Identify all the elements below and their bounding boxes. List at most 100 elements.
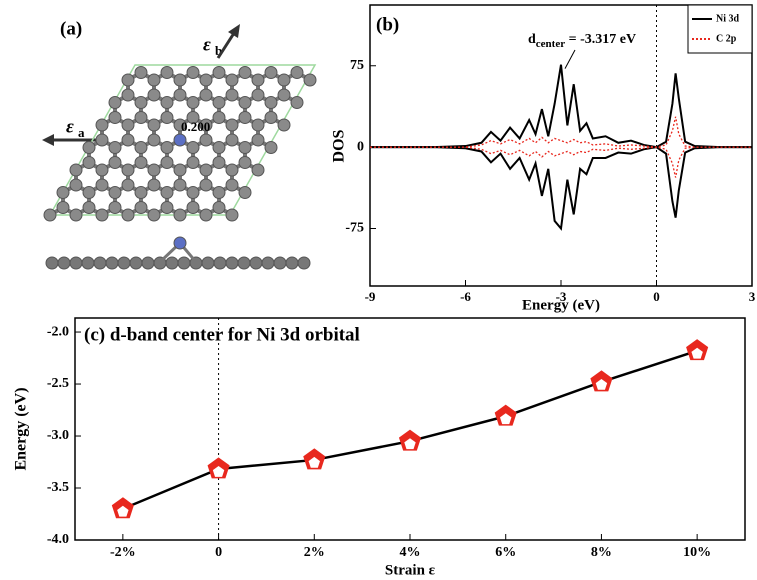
c-atom xyxy=(135,202,147,214)
c-atom xyxy=(200,134,212,146)
c-atom xyxy=(187,202,199,214)
c-atom xyxy=(82,257,94,269)
x-tick-label: 2% xyxy=(304,545,325,560)
c-atom xyxy=(187,67,199,79)
c-atom xyxy=(161,112,173,124)
c-atom xyxy=(142,257,154,269)
c-atom xyxy=(239,97,251,109)
x-tick-label: 4% xyxy=(400,545,421,560)
c-atom xyxy=(130,257,142,269)
c-atom xyxy=(122,164,134,176)
c-atom xyxy=(57,187,69,199)
c-atom xyxy=(70,164,82,176)
c-atom xyxy=(94,257,106,269)
c-atom xyxy=(252,74,264,86)
c-atom xyxy=(106,257,118,269)
c-atom xyxy=(226,134,238,146)
c-atom xyxy=(278,74,290,86)
dos-curve xyxy=(370,147,752,228)
c-atom xyxy=(135,97,147,109)
annotation-part: = -3.317 eV xyxy=(565,32,636,47)
figure: (a) ε b ε a 0.200 (b)-9-6-303750-75Energ… xyxy=(0,0,757,580)
chart-title: (c) d-band center for Ni 3d orbital xyxy=(84,324,360,345)
legend-label: Ni 3d xyxy=(716,13,740,24)
c-atom xyxy=(109,142,121,154)
c-atom xyxy=(178,257,190,269)
c-atom xyxy=(174,74,186,86)
plot-frame xyxy=(75,318,745,540)
c-atom xyxy=(226,179,238,191)
c-atom xyxy=(200,164,212,176)
c-atom xyxy=(166,257,178,269)
x-axis-label: Energy (eV) xyxy=(522,297,600,313)
c-atom xyxy=(122,89,134,101)
c-atom xyxy=(265,112,277,124)
c-atom xyxy=(148,119,160,131)
c-atom xyxy=(122,74,134,86)
annotation: dcenter = -3.317 eV xyxy=(528,32,636,49)
c-atom xyxy=(44,209,56,221)
x-tick-label: 6% xyxy=(495,545,516,560)
c-atom xyxy=(214,257,226,269)
c-atom xyxy=(135,112,147,124)
x-tick-label: -9 xyxy=(365,289,376,304)
c-atom xyxy=(161,187,173,199)
c-atom xyxy=(122,134,134,146)
arrowhead xyxy=(228,24,240,38)
c-atom xyxy=(213,112,225,124)
arrow xyxy=(565,50,575,69)
c-atom xyxy=(174,209,186,221)
c-atom xyxy=(238,257,250,269)
c-atom xyxy=(200,209,212,221)
c-atom xyxy=(174,164,186,176)
c-atom xyxy=(70,257,82,269)
c-atom xyxy=(239,157,251,169)
strain-symbol: ε xyxy=(203,34,211,55)
y-axis-label: Energy (eV) xyxy=(13,387,30,470)
y-tick-label: -75 xyxy=(345,221,364,236)
y-tick-label: -4.0 xyxy=(47,532,69,547)
y-tick-label: -2.0 xyxy=(47,324,69,339)
c-atom xyxy=(252,164,264,176)
c-atom xyxy=(286,257,298,269)
c-atom xyxy=(118,257,130,269)
c-atom xyxy=(135,157,147,169)
c-atom xyxy=(109,187,121,199)
c-atom xyxy=(161,202,173,214)
c-atom xyxy=(200,89,212,101)
panel-label: (b) xyxy=(376,14,399,35)
ni-atom xyxy=(174,134,186,146)
c-atom xyxy=(265,142,277,154)
c-atom xyxy=(109,202,121,214)
c-atom xyxy=(96,179,108,191)
legend-label: C 2p xyxy=(716,33,737,44)
c-atom xyxy=(226,164,238,176)
dos-curve xyxy=(370,117,752,147)
c-atom xyxy=(135,142,147,154)
c-atom xyxy=(250,257,262,269)
x-tick-label: -6 xyxy=(460,289,471,304)
c-atom xyxy=(83,187,95,199)
c-atom xyxy=(265,67,277,79)
c-atom xyxy=(202,257,214,269)
c-atom xyxy=(226,209,238,221)
c-atom xyxy=(96,119,108,131)
y-tick-label: 0 xyxy=(357,139,364,154)
c-atom xyxy=(226,119,238,131)
legend-box xyxy=(688,5,752,53)
c-atom xyxy=(213,157,225,169)
dos-curve xyxy=(370,147,752,177)
c-atom xyxy=(298,257,310,269)
y-tick-label: 75 xyxy=(350,58,364,73)
c-atom xyxy=(187,97,199,109)
strain-symbol: ε xyxy=(66,116,74,137)
c-atom xyxy=(70,209,82,221)
x-axis-label: Strain ε xyxy=(385,562,436,578)
c-atom xyxy=(239,142,251,154)
c-atom xyxy=(252,119,264,131)
c-atom xyxy=(135,67,147,79)
y-tick-label: -2.5 xyxy=(47,376,69,391)
c-atom xyxy=(291,67,303,79)
y-tick-label: -3.0 xyxy=(47,428,69,443)
c-atom xyxy=(239,67,251,79)
